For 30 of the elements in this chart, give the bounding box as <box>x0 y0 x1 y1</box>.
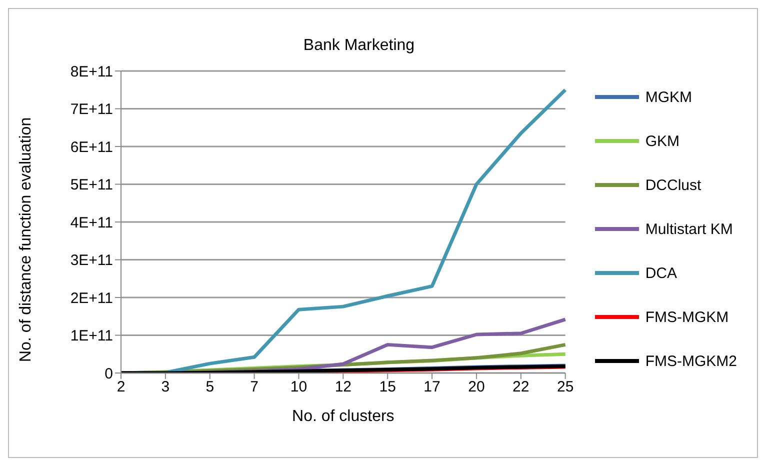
y-tick-label: 6E+11 <box>70 138 113 156</box>
x-tick-label: 7 <box>250 378 258 396</box>
x-tick-label: 2 <box>116 378 126 396</box>
legend-label: FMS-MGKM2 <box>645 352 737 370</box>
legend-label: Multistart KM <box>645 220 733 238</box>
x-tick-label: 10 <box>290 378 308 396</box>
x-tick-label: 17 <box>424 378 440 396</box>
legend-label: DCClust <box>645 176 702 194</box>
y-axis-title: No. of distance function evaluation <box>18 117 35 362</box>
legend-label: MGKM <box>645 88 692 106</box>
y-tick-label: 4E+11 <box>70 214 113 232</box>
x-tick-label: 3 <box>161 378 170 396</box>
legend-label: FMS-MGKM <box>645 308 729 326</box>
legend-label: GKM <box>645 132 680 150</box>
y-tick-label: 0 <box>104 365 113 382</box>
legend-label: DCA <box>645 264 677 282</box>
x-tick-label: 15 <box>379 378 396 396</box>
y-tick-label: 1E+11 <box>70 328 113 345</box>
x-tick-label: 5 <box>206 378 214 396</box>
y-tick-label: 5E+11 <box>70 176 113 194</box>
y-tick-label: 2E+11 <box>70 290 113 307</box>
chart-title: Bank Marketing <box>302 37 416 55</box>
x-axis-title: No. of clusters <box>292 408 394 425</box>
x-tick-label: 12 <box>334 378 352 396</box>
y-tick-label: 8E+11 <box>70 63 113 80</box>
y-tick-label: 7E+11 <box>70 101 113 118</box>
x-tick-label: 22 <box>512 378 530 396</box>
y-tick-label: 3E+11 <box>70 252 113 270</box>
x-tick-label: 20 <box>468 378 485 396</box>
x-tick-label: 25 <box>556 378 574 396</box>
